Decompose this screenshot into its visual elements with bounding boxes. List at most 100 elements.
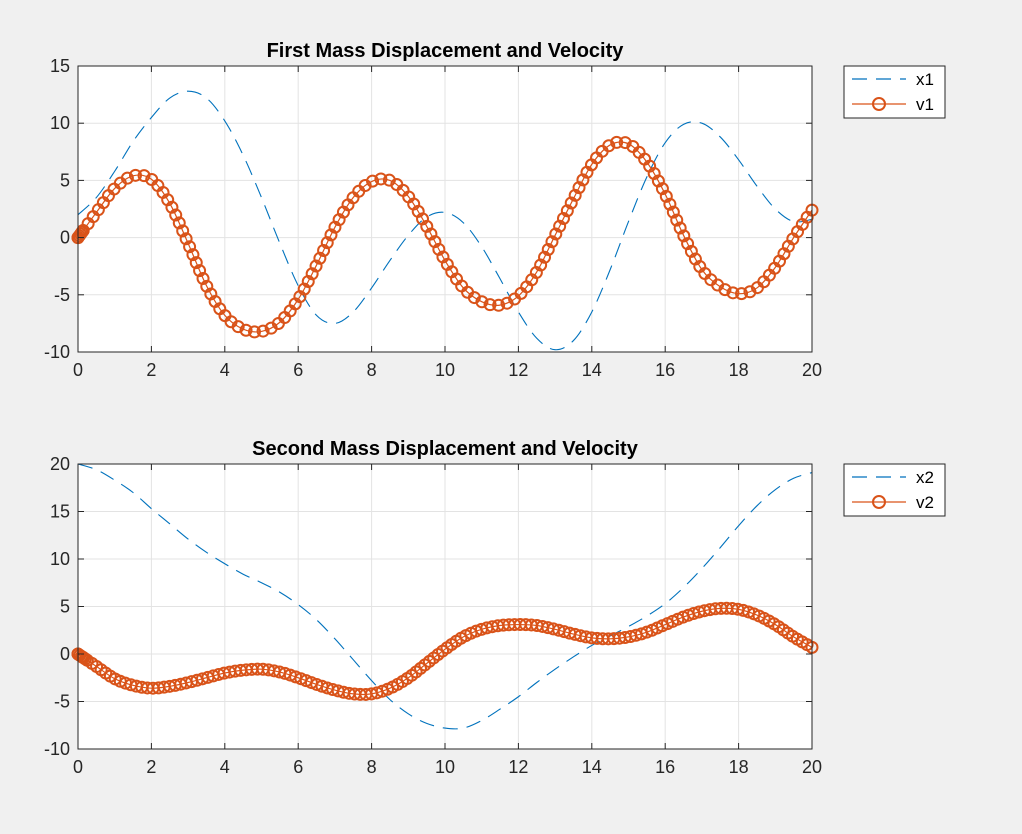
axes: 0 2 4 6 8 10 12 14 16 18 20 -10 -5 0 5 10 15 20 <box>44 454 822 777</box>
series-v1-marker <box>670 213 684 227</box>
series-v1-marker <box>183 240 197 254</box>
series-v1-marker <box>256 324 270 338</box>
x-tick-label: 0 <box>73 360 83 380</box>
series-v1-marker <box>169 208 183 222</box>
series-v1-marker <box>602 139 616 153</box>
y-tick-label: 20 <box>50 454 70 474</box>
series-v1-marker <box>677 229 691 243</box>
series-v1-marker <box>618 136 632 150</box>
y-tick-label: -10 <box>44 342 70 362</box>
series-v1-marker <box>317 243 331 257</box>
series-v1-marker <box>560 204 574 218</box>
chart-title: Second Mass Displacement and Velocity <box>252 438 639 460</box>
axes: 0 2 4 6 8 10 12 14 16 18 20 -10 -5 0 5 10 15 <box>44 56 822 380</box>
series-v1-marker <box>137 169 151 183</box>
x-tick-label: 16 <box>655 360 675 380</box>
x-tick-label: 4 <box>220 757 230 777</box>
series-v1-marker <box>247 325 261 339</box>
series-v1-marker <box>179 232 193 246</box>
series-v1-marker <box>666 205 680 219</box>
x-tick-label: 0 <box>73 757 83 777</box>
series-v1-marker <box>572 181 586 195</box>
series-v1-marker <box>545 235 559 249</box>
x-tick-label: 2 <box>146 360 156 380</box>
series-v1-marker <box>239 323 253 337</box>
series-v1-marker <box>309 259 323 273</box>
series-v1-marker <box>313 251 327 265</box>
legend-label-v1: v1 <box>916 95 934 114</box>
y-tick-label: 0 <box>60 644 70 664</box>
y-tick-label: 15 <box>50 56 70 76</box>
series-v1-marker <box>549 227 563 241</box>
x-tick-label: 20 <box>802 360 822 380</box>
series-v1-marker <box>128 168 142 182</box>
series-v1-marker <box>374 172 388 186</box>
series-v1-marker <box>534 258 548 272</box>
x-tick-label: 12 <box>508 757 528 777</box>
y-tick-label: -5 <box>54 285 70 305</box>
series-v1-marker <box>189 256 203 270</box>
x-tick-label: 14 <box>582 360 602 380</box>
series-v1-marker <box>568 188 582 202</box>
x-tick-label: 10 <box>435 360 455 380</box>
legend-label-x1: x1 <box>916 70 934 89</box>
x-tick-label: 16 <box>655 757 675 777</box>
chart-title: First Mass Displacement and Velocity <box>267 40 625 62</box>
y-tick-label: 10 <box>50 549 70 569</box>
series-v1-marker <box>320 236 334 250</box>
legend-marker-v2 <box>872 495 886 509</box>
series-v1-marker <box>659 189 673 203</box>
series-v1-marker <box>673 221 687 235</box>
series-v1-marker <box>305 267 319 281</box>
series-v1-marker <box>726 286 740 300</box>
x-tick-label: 8 <box>367 360 377 380</box>
x-tick-label: 6 <box>293 360 303 380</box>
legend-label-x2: x2 <box>916 468 934 487</box>
x-tick-label: 10 <box>435 757 455 777</box>
y-tick-label: 10 <box>50 113 70 133</box>
series-v1-marker <box>196 272 210 286</box>
series-v1-marker <box>541 243 555 257</box>
legend-box <box>843 463 946 517</box>
legend-marker-v1 <box>872 97 886 111</box>
series-v1-marker <box>120 171 134 185</box>
series-layer <box>71 90 819 351</box>
x-tick-label: 18 <box>729 757 749 777</box>
series-v1-marker <box>735 287 749 301</box>
series-v1-marker <box>663 197 677 211</box>
series-x2-line <box>77 463 813 730</box>
series-v1-marker <box>718 283 732 297</box>
series-layer <box>71 463 819 730</box>
y-tick-label: 15 <box>50 502 70 522</box>
y-tick-label: 5 <box>60 170 70 190</box>
series-v1-marker <box>553 219 567 233</box>
y-tick-label: -10 <box>44 739 70 759</box>
y-tick-label: -5 <box>54 692 70 712</box>
series-v1-marker <box>475 295 489 309</box>
series-v1-marker <box>176 224 190 238</box>
x-tick-label: 4 <box>220 360 230 380</box>
series-v1-marker <box>681 237 695 251</box>
series-v1-marker <box>483 298 497 312</box>
series-v1-marker <box>564 196 578 210</box>
series-v1-marker <box>492 298 506 312</box>
series-v1-marker <box>231 320 245 334</box>
series-v1-marker <box>301 274 315 288</box>
series-v1-marker <box>165 200 179 214</box>
chart-first-mass: 0 2 4 6 8 10 12 14 16 18 20 -10 -5 0 5 10 15 First Mass … <box>44 40 946 380</box>
x-tick-label: 18 <box>729 360 749 380</box>
x-tick-label: 2 <box>146 757 156 777</box>
x-tick-label: 14 <box>582 757 602 777</box>
series-v1-marker <box>193 264 207 278</box>
series-v1-marker <box>172 216 186 230</box>
y-tick-label: 5 <box>60 597 70 617</box>
series-x1-line <box>77 90 813 351</box>
x-tick-label: 12 <box>508 360 528 380</box>
series-v1-marker <box>655 182 669 196</box>
series-v1-marker <box>186 248 200 262</box>
legend-label-v2: v2 <box>916 493 934 512</box>
y-tick-label: 0 <box>60 228 70 248</box>
